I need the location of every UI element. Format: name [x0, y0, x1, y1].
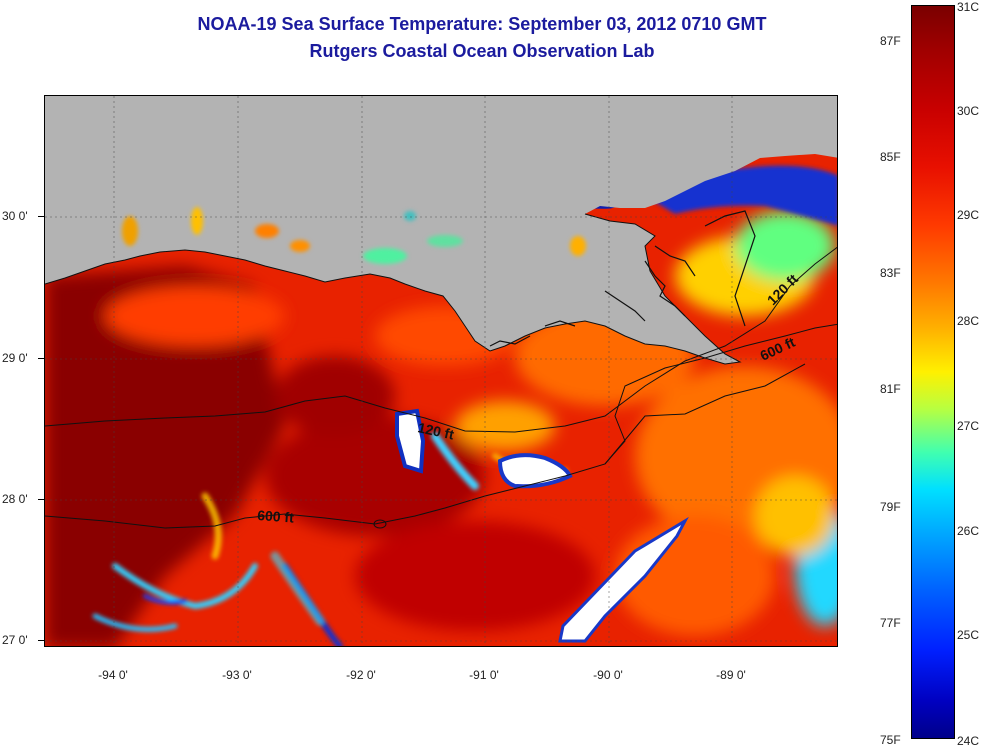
colorbar-label-25c: 25C — [957, 628, 980, 642]
contour-label-120-west: 120 ft — [416, 419, 455, 442]
colorbar-label-85f: 85F — [880, 150, 901, 164]
lake-7 — [570, 236, 586, 256]
colorbar-label-28c: 28C — [957, 314, 980, 328]
contour-120ft — [45, 246, 837, 433]
lat-label-30: 30 0' — [2, 209, 28, 223]
colorbar-label-79f: 79F — [880, 500, 901, 514]
lon-label-89: -89 0' — [716, 668, 746, 682]
filament-central — [431, 432, 479, 490]
filament-sw-2 — [92, 613, 178, 632]
lake-6 — [427, 235, 463, 247]
lon-label-93: -93 0' — [222, 668, 252, 682]
lake-5 — [363, 248, 407, 264]
lake-3 — [255, 224, 279, 238]
colorbar-label-87f: 87F — [880, 34, 901, 48]
filament-south-cyan — [270, 551, 325, 626]
lake-4 — [290, 240, 310, 252]
sst-map-canvas: 120 ft 600 ft 120 ft 600 ft — [45, 96, 837, 646]
colorbar-label-29c: 29C — [957, 208, 980, 222]
lon-label-94: -94 0' — [98, 668, 128, 682]
colorbar-label-31c: 31C — [957, 0, 980, 14]
yellow-patch-central — [455, 401, 555, 451]
filament-west — [201, 492, 222, 560]
lake-1 — [122, 216, 138, 246]
lon-label-90: -90 0' — [593, 668, 623, 682]
lon-label-92: -92 0' — [346, 668, 376, 682]
south-warm-patch — [355, 521, 595, 631]
bathymetry-contours — [45, 246, 837, 529]
lon-label-91: -91 0' — [469, 668, 499, 682]
colorbar-label-75f: 75F — [880, 733, 901, 747]
filament-sw-blue — [143, 594, 187, 605]
inland-water — [122, 207, 586, 264]
lake-8 — [404, 211, 416, 221]
delta-marsh — [489, 210, 756, 347]
cloud-central-east — [497, 453, 573, 489]
lat-label-29: 29 0' — [2, 351, 28, 365]
cloud-south-east — [558, 516, 689, 643]
contour-600ft — [45, 323, 837, 529]
colorbar-label-81f: 81F — [880, 382, 901, 396]
sst-map: 120 ft 600 ft 120 ft 600 ft — [44, 95, 838, 647]
contour-label-600-west: 600 ft — [257, 507, 295, 526]
filament-sw-1 — [112, 563, 258, 610]
land-mass — [45, 96, 837, 364]
lat-label-27: 27 0' — [2, 633, 28, 647]
green-patch-east — [735, 211, 835, 281]
colorbar-label-24c: 24C — [957, 734, 980, 748]
west-deep-warm-region — [45, 266, 285, 646]
colorbar-label-26c: 26C — [957, 524, 980, 538]
colorbar-label-30c: 30C — [957, 104, 980, 118]
orange-patch-4 — [105, 286, 285, 346]
colorbar-label-83f: 83F — [880, 266, 901, 280]
graticule — [45, 96, 837, 646]
central-dark-patch — [275, 356, 395, 436]
temperature-colorbar — [911, 5, 955, 739]
contour-small-loop — [373, 519, 387, 529]
lat-label-28: 28 0' — [2, 492, 28, 506]
coastline — [45, 213, 742, 365]
central-warm-patch — [265, 416, 485, 536]
contour-600ft-loop — [604, 363, 806, 465]
map-subtitle: Rutgers Coastal Ocean Observation Lab — [309, 41, 655, 61]
yellow-patch-southeast — [755, 476, 835, 556]
colorbar-label-77f: 77F — [880, 616, 901, 630]
colorbar-label-27c: 27C — [957, 419, 980, 433]
map-title: NOAA-19 Sea Surface Temperature: Septemb… — [197, 14, 767, 34]
cloud-central-west — [395, 408, 426, 474]
lake-2 — [191, 207, 203, 235]
